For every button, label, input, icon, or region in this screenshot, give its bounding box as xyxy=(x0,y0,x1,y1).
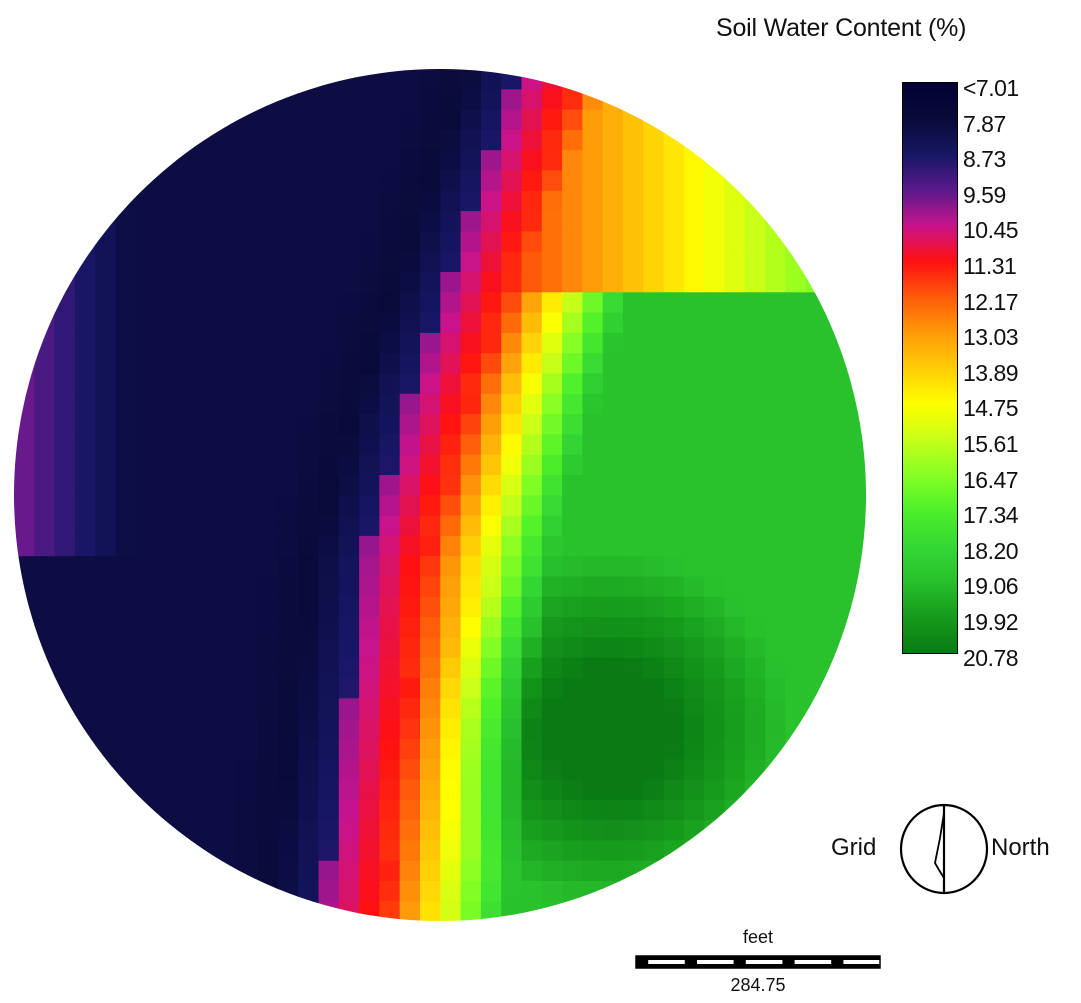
field-grid xyxy=(14,69,866,921)
scale-bar-graphic xyxy=(635,955,881,969)
legend-color-bar xyxy=(902,82,958,654)
legend-label: 9.59 xyxy=(963,181,1006,208)
legend-label: 20.78 xyxy=(963,644,1019,671)
legend-label: 19.92 xyxy=(963,609,1019,635)
legend-label: 17.34 xyxy=(963,502,1019,529)
legend-labels: <7.01 7.87 8.73 9.59 10.45 11.31 12.17 13.03 13.… xyxy=(963,75,1073,671)
legend-label: 18.20 xyxy=(963,537,1019,564)
north-arrow-left-label: Grid xyxy=(831,834,877,861)
scale-bar-unit: feet xyxy=(742,927,774,947)
legend-label: <7.01 xyxy=(963,75,1019,101)
legend-label: 11.31 xyxy=(963,253,1017,279)
north-arrow-right-label: North xyxy=(991,834,1050,861)
legend-label: 14.75 xyxy=(963,395,1019,422)
legend-label: 13.89 xyxy=(963,359,1019,386)
legend-label: 12.17 xyxy=(963,288,1019,315)
legend-label: 15.61 xyxy=(963,431,1019,457)
legend-label: 19.06 xyxy=(963,573,1019,600)
legend-label: 8.73 xyxy=(963,146,1006,173)
legend-label: 10.45 xyxy=(963,217,1019,244)
north-arrow-icon xyxy=(899,803,989,895)
legend-title: Soil Water Content (%) xyxy=(716,14,967,42)
legend-label: 7.87 xyxy=(963,110,1006,137)
legend-label: 13.03 xyxy=(963,324,1019,351)
legend-label: 16.47 xyxy=(963,466,1019,493)
scale-bar-value: 284.75 xyxy=(730,975,786,995)
